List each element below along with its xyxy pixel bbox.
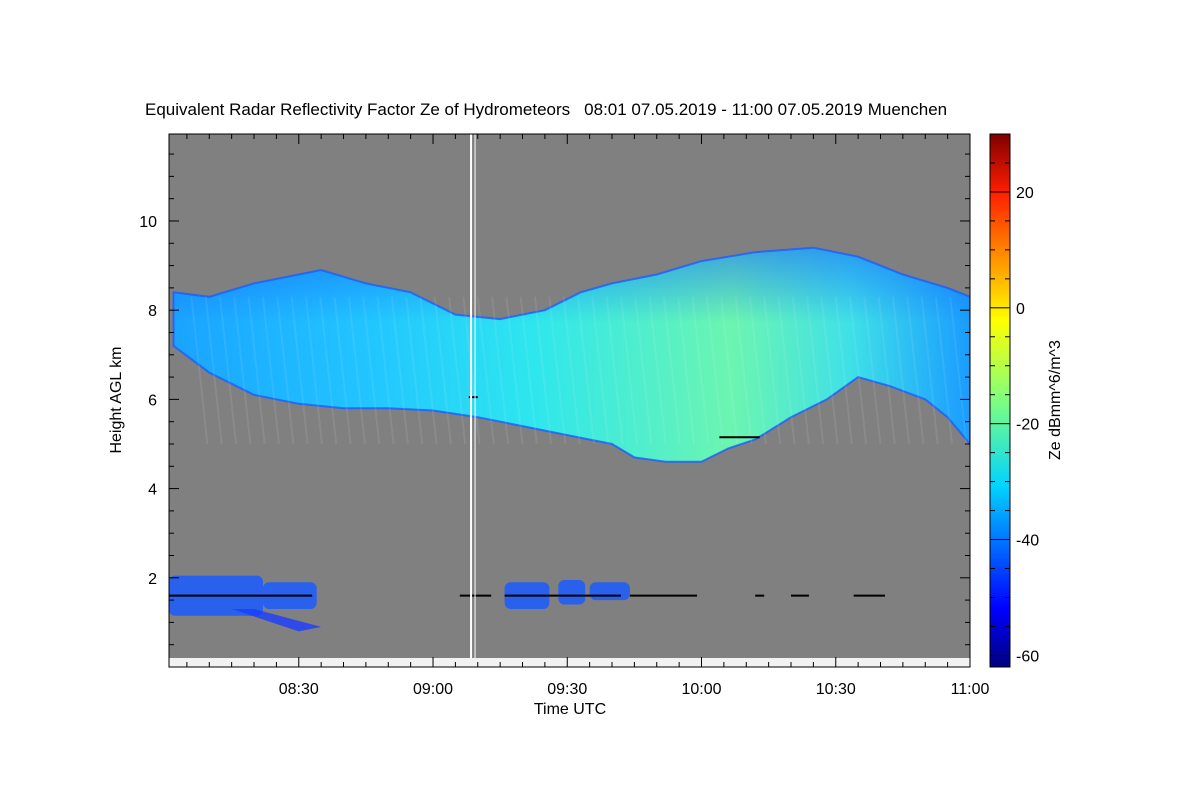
- fall-streak: [748, 296, 767, 445]
- y-tick-label: 2: [148, 571, 157, 588]
- fall-streak: [691, 296, 710, 445]
- fall-streak: [419, 296, 438, 445]
- fall-streak: [720, 296, 739, 445]
- fall-streak: [376, 296, 395, 445]
- fall-streak: [677, 296, 696, 445]
- fall-streak: [934, 296, 953, 445]
- fall-streak: [548, 296, 567, 445]
- colorbar-gradient: [989, 133, 1011, 668]
- fall-streak: [476, 296, 495, 445]
- colorbar-tick-label: -60: [1016, 648, 1039, 665]
- fall-streak: [820, 296, 839, 445]
- fall-streak: [648, 296, 667, 445]
- colorbar-tick-label: 20: [1016, 185, 1034, 202]
- x-tick-label: 10:00: [681, 681, 721, 698]
- fall-streak: [619, 296, 638, 445]
- fall-streak: [534, 296, 553, 445]
- fall-streak: [347, 296, 366, 445]
- fall-streak: [877, 296, 896, 445]
- fall-streak: [247, 296, 266, 445]
- colorbar: -60 -40 -20 0 20 Ze dBmm^6/m^3: [989, 133, 1064, 668]
- colorbar-label: Ze dBmm^6/m^3: [1047, 340, 1064, 460]
- fall-streak: [734, 296, 753, 445]
- fall-streak: [849, 296, 868, 445]
- fall-streak: [591, 296, 610, 445]
- fall-streak: [949, 296, 968, 445]
- x-axis-label: Time UTC: [534, 701, 606, 718]
- fall-streak: [304, 296, 323, 445]
- fall-streak: [204, 296, 223, 445]
- fall-streak: [662, 296, 681, 445]
- fall-streak: [261, 296, 280, 445]
- plot-frame: [168, 133, 971, 668]
- fall-streak: [448, 296, 467, 445]
- x-tick-label: 09:30: [547, 681, 587, 698]
- fall-streak: [319, 296, 338, 445]
- y-axis: 2 4 6 8 10: [139, 153, 970, 646]
- fall-streak: [190, 296, 209, 445]
- colorbar-tick-label: 0: [1016, 301, 1025, 318]
- fall-streak: [491, 296, 510, 445]
- low-cloud-patch: [589, 582, 630, 601]
- low-cloud-patch: [558, 580, 586, 605]
- fall-streak: [405, 296, 424, 445]
- y-axis-label: Height AGL km: [108, 346, 125, 453]
- fall-streak: [433, 296, 452, 445]
- x-tick-label: 10:30: [816, 681, 856, 698]
- fall-streak: [276, 296, 295, 445]
- x-tick-label: 08:30: [279, 681, 319, 698]
- surface-clutter-strip: [169, 658, 970, 667]
- fall-streak: [562, 296, 581, 445]
- y-tick-label: 8: [148, 303, 157, 320]
- fall-streak: [219, 296, 238, 445]
- fall-streak: [705, 296, 724, 445]
- fall-streak: [920, 296, 939, 445]
- fall-streak: [362, 296, 381, 445]
- fall-streak: [390, 296, 409, 445]
- upper-cloud-edge: [172, 246, 970, 463]
- fall-streak: [233, 296, 252, 445]
- y-tick-label: 6: [148, 392, 157, 409]
- chart-title: Equivalent Radar Reflectivity Factor Ze …: [145, 100, 947, 119]
- x-axis: 08:30 09:00 09:30 10:00 10:30 11:00: [186, 134, 990, 698]
- fall-streak: [763, 296, 782, 445]
- fall-streak: [505, 296, 524, 445]
- colorbar-tick-label: -40: [1016, 533, 1039, 550]
- fall-streak: [906, 296, 925, 445]
- y-tick-label: 10: [139, 214, 157, 231]
- fall-streak: [777, 296, 796, 445]
- x-tick-label: 09:00: [413, 681, 453, 698]
- fall-streak: [577, 296, 595, 445]
- low-cloud-precip: [231, 609, 322, 632]
- fall-streak: [634, 296, 653, 445]
- fall-streak: [605, 296, 624, 445]
- fall-streak: [290, 296, 309, 445]
- fall-streak: [892, 296, 911, 445]
- y-tick-label: 4: [148, 482, 157, 499]
- fall-streak: [519, 296, 538, 445]
- fall-streak: [806, 296, 825, 445]
- fall-streak: [791, 296, 810, 445]
- colorbar-tick-label: -20: [1016, 417, 1039, 434]
- fall-streak: [333, 296, 352, 445]
- x-tick-label: 11:00: [951, 681, 990, 698]
- plot-area: [168, 133, 971, 668]
- fall-streak: [834, 296, 853, 445]
- fall-streak: [863, 296, 882, 445]
